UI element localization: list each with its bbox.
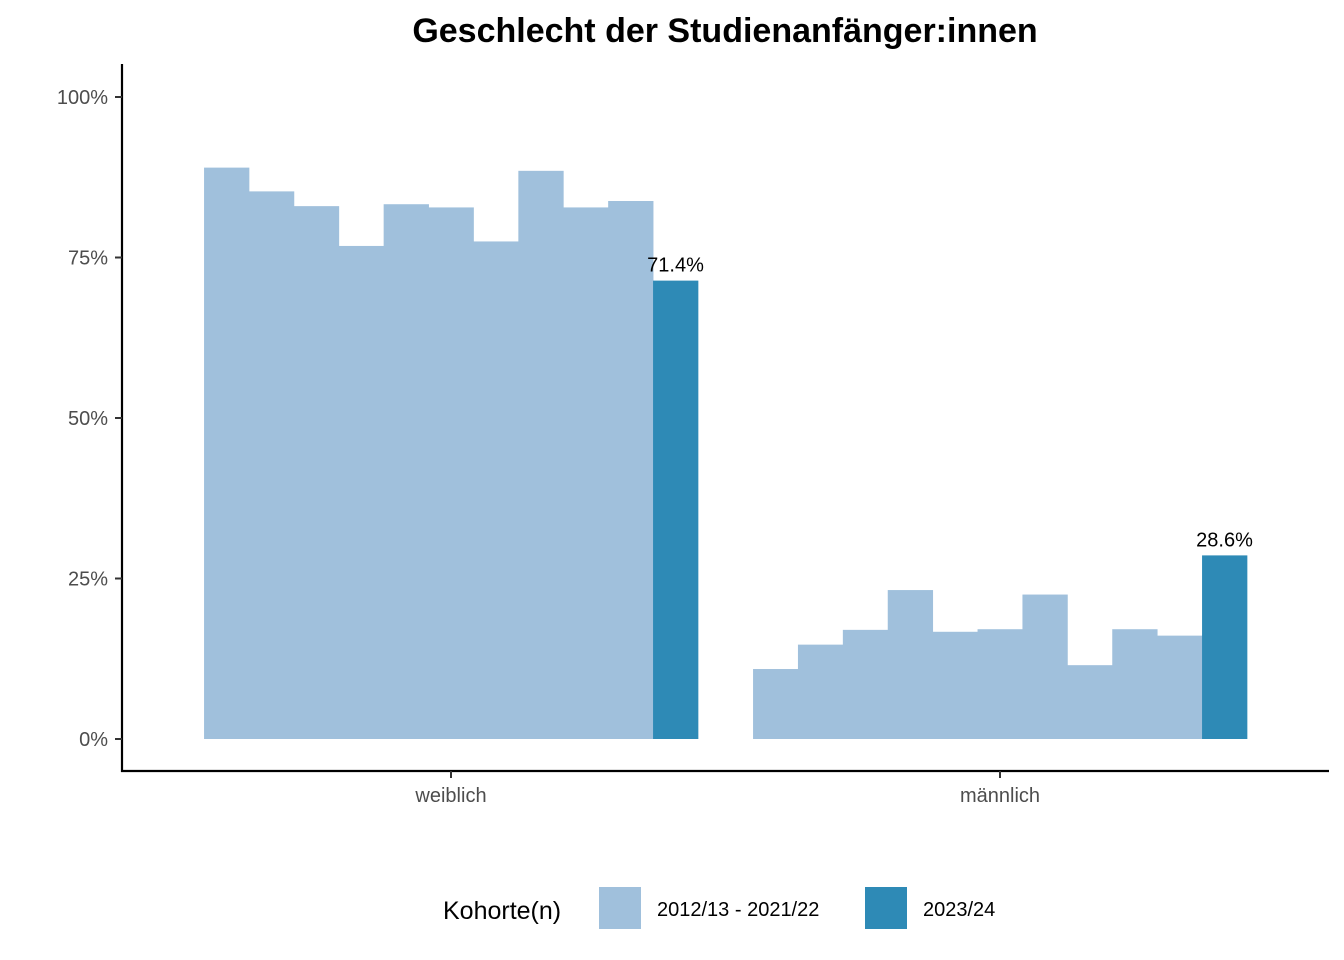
bar-2020-21-maennlich [1112, 629, 1158, 739]
bar-2023-24-weiblich [653, 280, 699, 739]
bar-2021-22-maennlich [1157, 635, 1203, 739]
bars [204, 167, 1248, 740]
y-tick-label: 100% [57, 87, 108, 109]
legend-key-current [865, 887, 907, 929]
bar-2021-22-weiblich [608, 201, 654, 739]
bar-2015-16-weiblich [338, 245, 385, 739]
legend-key-history [599, 887, 641, 929]
y-tick-label: 50% [68, 408, 108, 430]
bar-2017-18-weiblich [428, 207, 474, 739]
chart-title: Geschlecht der Studienanfänger:innen [412, 12, 1037, 50]
bar-2013-14-maennlich [797, 644, 844, 739]
bar-2016-17-weiblich [383, 204, 429, 740]
legend-label-history: 2012/13 - 2021/22 [657, 899, 819, 921]
y-tick-label: 25% [68, 569, 108, 591]
legend: Kohorte(n) 2012/13 - 2021/22 2023/24 [443, 887, 995, 929]
legend-title: Kohorte(n) [443, 897, 561, 925]
bar-2018-19-weiblich [473, 241, 519, 739]
x-tick-label: männlich [960, 785, 1040, 807]
y-axis: 0% 25% 50% 75% 100% [57, 64, 124, 772]
bar-2014-15-maennlich [842, 629, 889, 739]
x-tick-label: weiblich [414, 785, 486, 807]
legend-label-current: 2023/24 [923, 899, 995, 921]
bar-2012-13-maennlich [753, 669, 799, 739]
bar-2016-17-maennlich [932, 631, 978, 739]
bar-2020-21-weiblich [563, 207, 609, 739]
data-labels: 71.4% 28.6% [647, 255, 1253, 552]
x-axis: weiblich männlich [121, 769, 1329, 807]
bar-2019-20-weiblich [518, 170, 564, 739]
data-label: 71.4% [647, 255, 704, 277]
data-label: 28.6% [1196, 529, 1253, 551]
bar-2013-14-weiblich [248, 191, 295, 739]
bar-2023-24-maennlich [1202, 555, 1248, 739]
y-tick-label: 75% [68, 248, 108, 270]
bar-2019-20-maennlich [1067, 665, 1113, 739]
bar-2015-16-maennlich [887, 590, 934, 739]
y-tick-label: 0% [79, 729, 108, 751]
bar-2018-19-maennlich [1022, 594, 1068, 739]
bar-2014-15-weiblich [293, 206, 340, 739]
bar-2017-18-maennlich [977, 629, 1023, 739]
bar-2012-13-weiblich [204, 167, 250, 739]
